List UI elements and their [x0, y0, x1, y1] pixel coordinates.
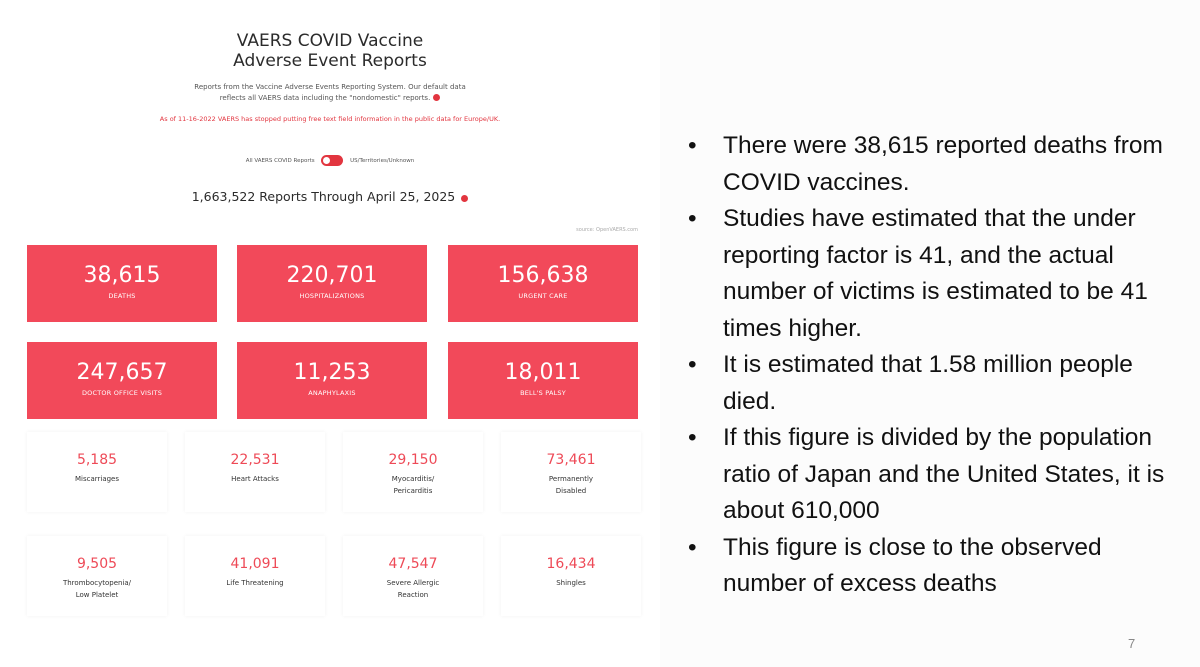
stat-label: Permanently Disabled: [548, 475, 594, 495]
stat-label: Miscarriages: [74, 475, 120, 483]
stat-card-permanently-disabled: 73,461 Permanently Disabled: [501, 432, 641, 512]
report-scope-toggle[interactable]: [321, 155, 344, 166]
stat-value: 18,011: [504, 360, 582, 385]
stat-value: 29,150: [388, 452, 438, 468]
description-line2-text: reflects all VAERS data including the "n…: [219, 94, 431, 102]
bullet-item: It is estimated that 1.58 million people…: [688, 347, 1178, 420]
bullet-item: If this figure is divided by the populat…: [688, 420, 1178, 530]
stat-value: 156,638: [497, 263, 589, 288]
page-title-line2: Adverse Event Reports: [233, 51, 427, 71]
stat-value: 47,547: [388, 556, 438, 572]
bullet-item: Studies have estimated that the under re…: [688, 201, 1178, 347]
stat-value: 9,505: [76, 556, 118, 572]
bullet-item: There were 38,615 reported deaths from C…: [688, 128, 1178, 201]
stat-card-life-threatening: 41,091 Life Threatening: [185, 536, 325, 616]
page-title-line1: VAERS COVID Vaccine: [236, 31, 424, 51]
stat-label: ANAPHYLAXIS: [308, 389, 356, 397]
bullet-list: There were 38,615 reported deaths from C…: [688, 128, 1178, 603]
stat-label: Myocarditis/ Pericarditis: [391, 475, 435, 495]
stat-value: 247,657: [76, 360, 168, 385]
info-dot-icon[interactable]: [433, 94, 441, 101]
stat-label: Heart Attacks: [231, 475, 279, 483]
stat-card-severe-allergic-reaction: 47,547 Severe Allergic Reaction: [343, 536, 483, 616]
bullet-item: This figure is close to the observed num…: [688, 530, 1178, 603]
toggle-right-label: US/Territories/Unknown: [350, 158, 415, 164]
stat-label: Shingles: [556, 579, 586, 587]
description-line2: reflects all VAERS data including the "n…: [0, 94, 660, 102]
stat-card-anaphylaxis: 11,253 ANAPHYLAXIS: [237, 342, 427, 419]
stat-card-myocarditis: 29,150 Myocarditis/ Pericarditis: [343, 432, 483, 512]
stat-value: 38,615: [83, 263, 161, 288]
stat-card-miscarriages: 5,185 Miscarriages: [27, 432, 167, 512]
stat-value: 11,253: [293, 360, 371, 385]
source-credit: source: OpenVAERS.com: [576, 227, 638, 233]
stat-label: Severe Allergic Reaction: [386, 579, 440, 599]
info-dot-icon[interactable]: [461, 195, 469, 202]
vaers-screenshot-panel: VAERS COVID Vaccine Adverse Event Report…: [0, 31, 660, 616]
stat-label: DOCTOR OFFICE VISITS: [81, 389, 163, 397]
stat-card-heart-attacks: 22,531 Heart Attacks: [185, 432, 325, 512]
toggle-knob: [323, 157, 331, 164]
stat-card-bells-palsy: 18,011 BELL'S PALSY: [448, 342, 638, 419]
reports-count-text: 1,663,522 Reports Through April 25, 2025: [191, 189, 456, 204]
stat-value: 41,091: [230, 556, 280, 572]
stat-label: HOSPITALIZATIONS: [299, 292, 365, 300]
stat-value: 16,434: [546, 556, 596, 572]
notice-text: As of 11-16-2022 VAERS has stopped putti…: [159, 115, 501, 123]
reports-count-line: 1,663,522 Reports Through April 25, 2025: [0, 189, 660, 204]
stat-value: 5,185: [76, 452, 118, 468]
stat-label: BELL'S PALSY: [520, 389, 566, 397]
stat-card-urgent-care: 156,638 URGENT CARE: [448, 245, 638, 322]
stat-card-thrombocytopenia: 9,505 Thrombocytopenia/ Low Platelet: [27, 536, 167, 616]
stat-card-hospitalizations: 220,701 HOSPITALIZATIONS: [237, 245, 427, 322]
toggle-left-label: All VAERS COVID Reports: [245, 158, 315, 164]
stat-label: Thrombocytopenia/ Low Platelet: [62, 579, 132, 599]
stat-value: 73,461: [546, 452, 596, 468]
stat-label: URGENT CARE: [518, 292, 568, 300]
stat-value: 22,531: [230, 452, 280, 468]
page-number: 7: [1128, 636, 1136, 651]
stat-label: Life Threatening: [226, 579, 284, 587]
report-scope-toggle-row: All VAERS COVID Reports US/Territories/U…: [0, 155, 660, 166]
stat-card-deaths: 38,615 DEATHS: [27, 245, 217, 322]
description-line1: Reports from the Vaccine Adverse Events …: [194, 83, 466, 91]
stat-card-doctor-office-visits: 247,657 DOCTOR OFFICE VISITS: [27, 342, 217, 419]
stat-value: 220,701: [286, 263, 378, 288]
stat-card-shingles: 16,434 Shingles: [501, 536, 641, 616]
stat-label: DEATHS: [108, 292, 136, 300]
